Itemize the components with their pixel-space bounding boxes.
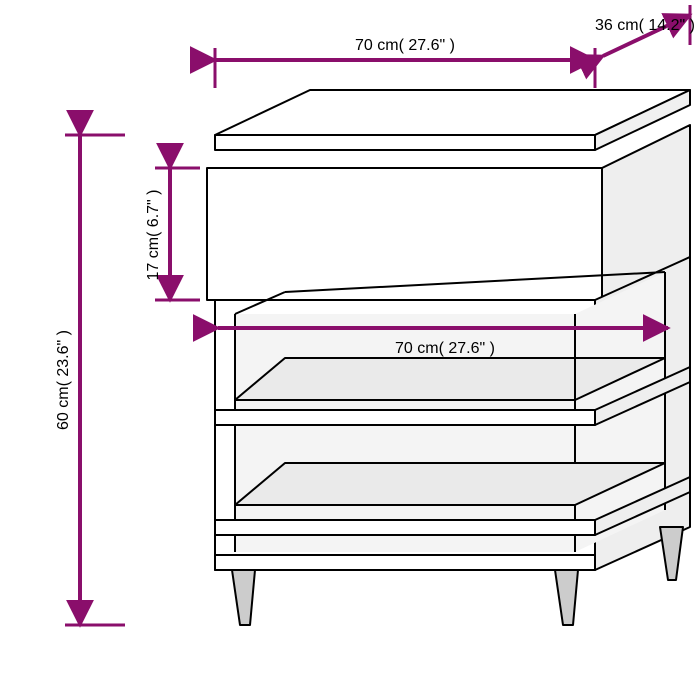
bottom-shelf-edge: [215, 520, 595, 535]
base-front: [215, 555, 595, 570]
label-inner-width: 70 cm( 27.6" ): [395, 340, 495, 357]
furniture: [207, 90, 690, 625]
label-width: 70 cm( 27.6" ): [355, 37, 455, 54]
label-drawer-height: 17 cm( 6.7" ): [145, 189, 162, 280]
dimension-diagram: 70 cm( 27.6" ) 36 cm( 14.2" ) 60 cm( 23.…: [0, 0, 700, 700]
drawer-front: [207, 168, 602, 300]
label-height: 60 cm( 23.6" ): [55, 330, 72, 430]
label-depth: 36 cm( 14.2" ): [595, 17, 695, 34]
top-front-edge: [215, 135, 595, 150]
middle-shelf-edge: [215, 410, 595, 425]
